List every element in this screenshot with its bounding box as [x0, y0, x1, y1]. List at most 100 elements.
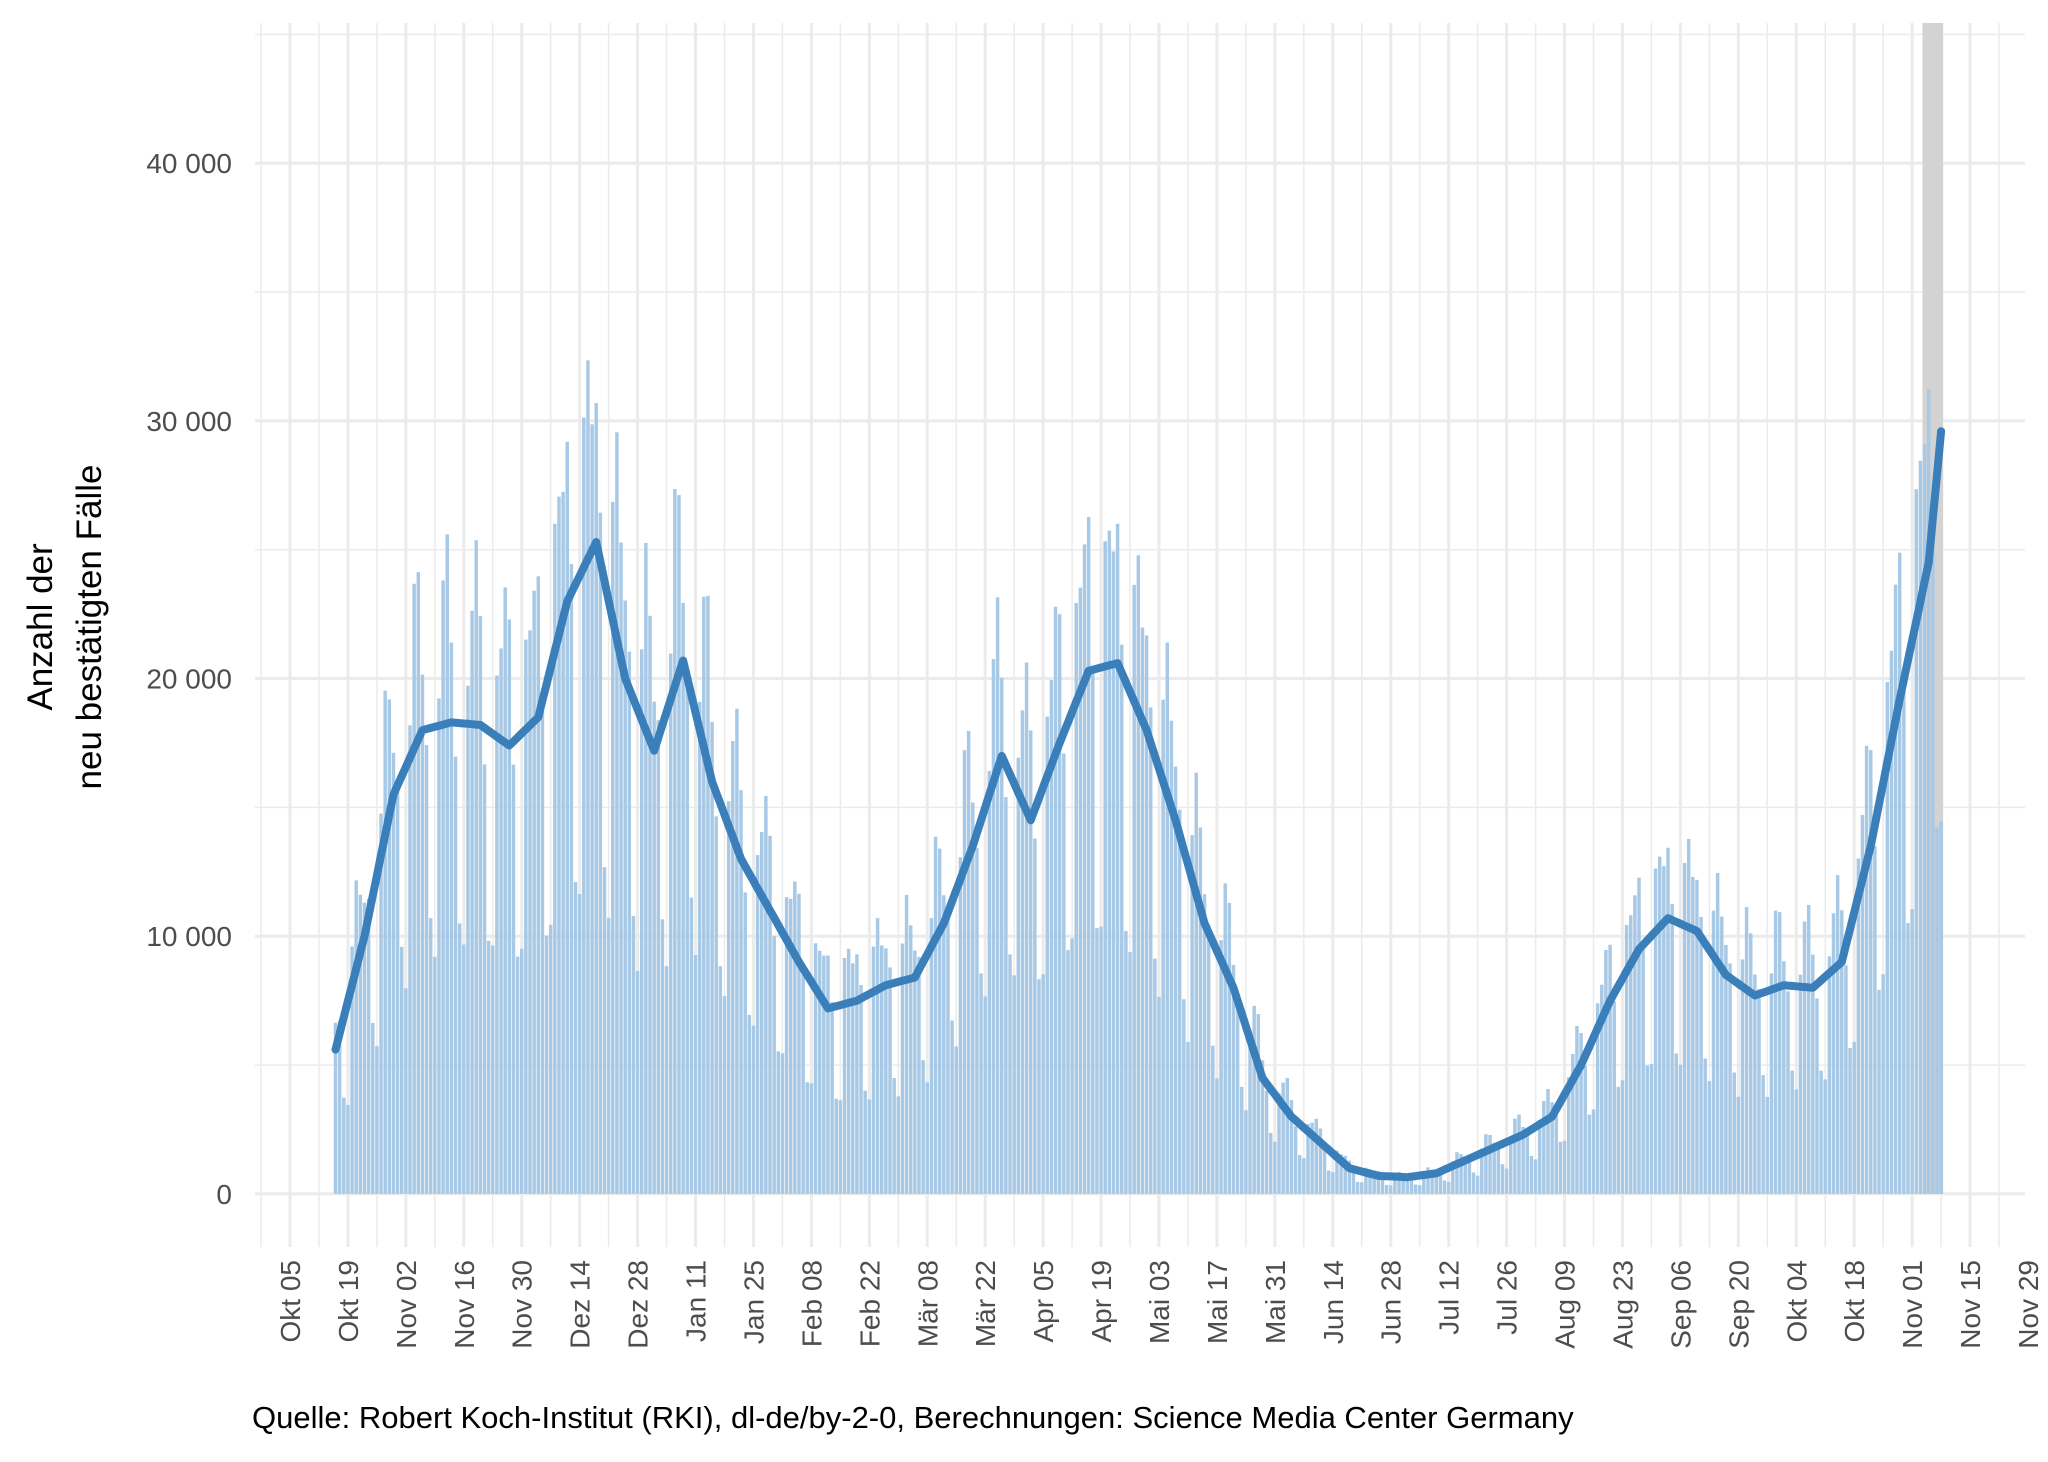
daily-case-bar	[1633, 895, 1637, 1194]
daily-case-bar	[1802, 921, 1807, 1194]
daily-case-bar	[1645, 1065, 1650, 1194]
daily-case-bar	[1881, 974, 1885, 1194]
daily-case-bar	[561, 491, 565, 1194]
daily-case-bar	[412, 583, 416, 1194]
daily-case-bar	[1587, 1114, 1592, 1194]
daily-case-bar	[1297, 1155, 1302, 1194]
x-tick-label: Jul 26	[1492, 1260, 1523, 1335]
daily-case-bar	[1000, 677, 1004, 1194]
daily-case-bar	[809, 1083, 814, 1194]
daily-case-bar	[1045, 716, 1050, 1194]
daily-case-bar	[1715, 872, 1720, 1194]
daily-case-bar	[573, 882, 578, 1194]
daily-case-bar	[714, 816, 718, 1194]
x-tick-label: Mär 08	[912, 1260, 943, 1347]
daily-case-bar	[1678, 1064, 1683, 1194]
daily-case-bar	[983, 996, 987, 1194]
daily-case-bar	[569, 564, 574, 1194]
daily-case-bar	[933, 836, 938, 1194]
daily-case-bar	[1740, 959, 1745, 1194]
daily-case-bar	[1666, 847, 1670, 1194]
daily-case-bar	[399, 946, 404, 1194]
x-tick-label: Nov 29	[2013, 1260, 2044, 1349]
daily-case-bar	[1480, 1148, 1484, 1194]
daily-case-bar	[1517, 1114, 1521, 1194]
daily-case-bar	[1641, 941, 1645, 1194]
daily-case-bar	[420, 674, 425, 1194]
daily-case-bar	[1823, 1079, 1827, 1194]
daily-case-bar	[917, 956, 921, 1194]
daily-case-bar	[1401, 1173, 1405, 1194]
daily-case-bar	[929, 918, 934, 1194]
daily-case-bar	[726, 801, 731, 1194]
daily-case-bar	[1649, 1063, 1654, 1194]
daily-case-bar	[1769, 973, 1774, 1194]
daily-case-bar	[1302, 1158, 1306, 1194]
daily-case-bar	[1686, 838, 1691, 1194]
daily-case-bar	[1120, 644, 1124, 1194]
daily-case-bar	[1575, 1026, 1579, 1194]
daily-case-bar	[1571, 1053, 1575, 1194]
daily-case-bar	[652, 701, 656, 1194]
daily-case-bar	[1918, 460, 1923, 1194]
daily-case-bar	[433, 956, 437, 1194]
daily-case-bar	[1211, 1045, 1215, 1194]
daily-case-bar	[1186, 1041, 1190, 1194]
daily-case-bar	[615, 432, 619, 1194]
daily-case-bar	[1124, 931, 1128, 1194]
daily-case-bar	[735, 708, 739, 1194]
daily-case-bar	[925, 1082, 930, 1194]
daily-case-bar	[776, 1051, 781, 1194]
daily-case-bar	[445, 534, 449, 1194]
daily-case-bar	[1095, 928, 1099, 1194]
daily-case-bar	[797, 893, 801, 1194]
x-tick-label: Feb 08	[796, 1260, 827, 1347]
daily-case-bar	[640, 649, 644, 1194]
daily-case-bar	[1053, 606, 1058, 1194]
daily-case-bar	[1173, 766, 1178, 1194]
daily-bars	[333, 360, 1943, 1194]
daily-case-bar	[1016, 757, 1021, 1194]
daily-case-bar	[793, 881, 797, 1194]
x-tick-label: Apr 19	[1086, 1260, 1117, 1343]
daily-case-bar	[1707, 1081, 1712, 1194]
x-tick-label: Sep 06	[1665, 1260, 1696, 1349]
x-tick-label: Dez 28	[623, 1260, 654, 1349]
daily-case-bar	[1132, 584, 1136, 1194]
daily-case-bar	[1724, 944, 1728, 1194]
daily-case-bar	[875, 918, 880, 1194]
daily-case-bar	[1004, 797, 1008, 1194]
daily-case-bar	[375, 1046, 379, 1194]
x-tick-label: Apr 05	[1028, 1260, 1059, 1343]
daily-case-bar	[1169, 720, 1174, 1194]
daily-case-bar	[337, 1020, 342, 1194]
daily-case-bar	[867, 1099, 872, 1194]
daily-case-bar	[888, 967, 892, 1194]
daily-case-bar	[1339, 1154, 1343, 1194]
daily-case-bar	[1504, 1168, 1509, 1194]
daily-case-bar	[1670, 903, 1674, 1194]
daily-case-bar	[1620, 1080, 1625, 1194]
y-axis-title-line-1: Anzahl der	[21, 543, 60, 711]
x-tick-label: Jan 11	[681, 1260, 712, 1342]
x-tick-label: Okt 19	[333, 1260, 364, 1342]
daily-case-bar	[1873, 846, 1877, 1194]
daily-case-bar	[966, 730, 971, 1194]
daily-case-bar	[1144, 635, 1149, 1194]
daily-case-bar	[1273, 1141, 1277, 1194]
daily-case-bar	[1380, 1175, 1385, 1194]
daily-case-bar	[1322, 1149, 1327, 1194]
daily-case-bar	[1082, 544, 1087, 1194]
daily-case-bar	[1906, 923, 1910, 1194]
daily-case-bar	[391, 752, 396, 1194]
daily-case-bar	[1604, 949, 1608, 1194]
daily-case-bar	[1674, 1053, 1678, 1194]
daily-case-bar	[528, 630, 532, 1194]
daily-case-bar	[1182, 999, 1186, 1194]
daily-case-bar	[743, 892, 747, 1194]
daily-case-bar	[871, 946, 876, 1194]
daily-case-bar	[627, 651, 632, 1194]
daily-case-bar	[1753, 974, 1757, 1194]
daily-case-bar	[358, 894, 363, 1194]
